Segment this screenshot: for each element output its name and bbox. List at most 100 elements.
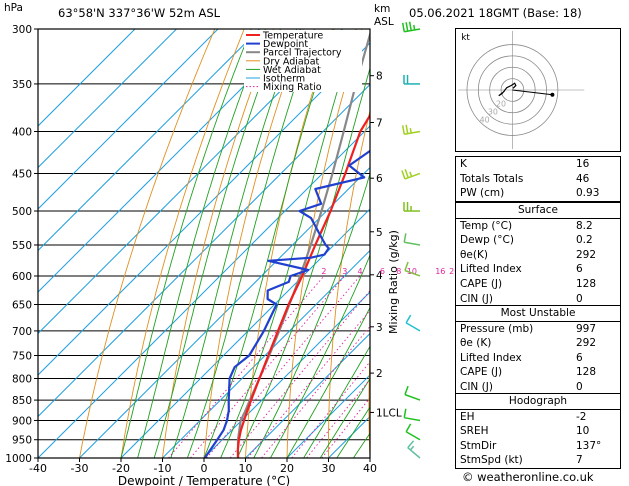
mixing-ratio-label: 3 — [342, 267, 347, 276]
wet-adiabat-line — [319, 377, 370, 458]
wind-barb — [403, 202, 420, 212]
temp-tick-label: 30 — [322, 462, 336, 475]
km-tick-label: 6 — [376, 173, 383, 185]
dewpoint-profile — [203, 149, 370, 458]
isotherm-line — [38, 29, 260, 252]
legend-box — [244, 30, 362, 92]
temp-tick-label: -40 — [29, 462, 47, 475]
hodograph-ring-label: 20 — [496, 99, 506, 108]
pressure-tick-label: 300 — [12, 24, 32, 36]
dry-adiabat-line — [120, 29, 245, 458]
wet-adiabat-line — [186, 29, 315, 458]
temp-tick-label: 20 — [280, 462, 294, 475]
pressure-tick-label: 600 — [12, 271, 32, 283]
mu-row-cape: CAPE (J) 128 — [460, 366, 597, 379]
storm-motion-vector — [512, 89, 553, 96]
temp-tick-label: 0 — [201, 462, 208, 475]
asl-axis-unit: ASL — [374, 16, 394, 28]
mixing-ratio-line — [168, 275, 325, 458]
mixing-ratio-line — [247, 309, 370, 458]
x-axis-label: Dewpoint / Temperature (°C) — [118, 474, 290, 486]
pressure-tick-label: 750 — [12, 350, 32, 362]
most-unstable-table: Most Unstable Pressure (mb) 997 θe (K) 292… — [455, 305, 621, 396]
wet-adiabat-line — [153, 29, 281, 458]
dry-adiabat-line — [328, 108, 370, 458]
dry-adiabat-line — [368, 344, 370, 458]
legend-parcel: Parcel Trajectory — [263, 48, 342, 59]
km-tick-label: 5 — [376, 227, 383, 239]
mixing-ratio-line — [229, 290, 370, 458]
hodograph-ring-label: 40 — [480, 116, 490, 125]
wind-barb — [407, 440, 421, 459]
surface-row-theta-e: θe(K) 292 — [460, 248, 597, 261]
temperature-profile — [236, 113, 370, 458]
wet-adiabat-line — [220, 29, 357, 458]
isotherm-line — [38, 42, 370, 376]
pressure-tick-label: 950 — [12, 435, 32, 447]
station-location: 63°58'N 337°36'W 52m ASL — [58, 6, 221, 20]
mixing-ratio-label: 8 — [396, 267, 401, 276]
index-row-pw: PW (cm) 0.93 — [460, 187, 600, 200]
isotherm-line — [286, 374, 370, 458]
hodograph-table-title: Hodograph — [456, 394, 620, 410]
mixing-ratio-label: 20 — [449, 267, 459, 276]
pressure-tick-label: 1000 — [5, 453, 32, 465]
mixing-ratio-label: 6 — [380, 267, 385, 276]
index-row-k: K 16 — [460, 158, 590, 170]
wind-barb — [405, 314, 421, 332]
legend-mixing-ratio: Mixing Ratio — [263, 82, 322, 93]
isotherm-line — [38, 29, 302, 293]
hodo-row-sreh: SREH 10 — [460, 425, 590, 438]
wind-barb — [403, 74, 420, 85]
mixing-ratio-label: 2 — [321, 267, 326, 276]
mu-row-pressure: Pressure (mb) 997 — [460, 322, 597, 335]
pressure-tick-label: 550 — [12, 240, 32, 252]
isotherm-line — [203, 291, 370, 458]
pressure-tick-label: 900 — [12, 415, 32, 427]
wet-adiabat-line — [270, 254, 370, 458]
copyright-footer: © weatheronline.co.uk — [462, 470, 594, 484]
surface-row-temp: Temp (°C) 8.2 — [460, 219, 593, 232]
pressure-tick-label: 500 — [12, 206, 32, 218]
mu-row-theta-e: θe (K) 292 — [460, 337, 597, 350]
isotherm-line — [38, 29, 343, 335]
hodograph-unit: kt — [461, 33, 470, 43]
mixing-ratio-line — [190, 275, 346, 458]
dry-adiabat-line — [162, 29, 275, 458]
isotherm-line — [38, 125, 370, 458]
hpa-axis-unit: hPa — [4, 2, 23, 14]
mu-row-cin: CIN (J) 0 — [460, 380, 583, 393]
temp-tick-label: 10 — [239, 462, 253, 475]
wind-barb — [405, 423, 421, 441]
hodo-row-stmdir: StmDir 137° — [460, 439, 602, 452]
index-row-totals-totals: Totals Totals 46 — [460, 172, 590, 185]
legend-dewpoint: Dewpoint — [263, 39, 308, 50]
isotherm-line — [162, 249, 370, 458]
pressure-tick-label: 800 — [12, 373, 32, 385]
mu-row-lifted-index: Lifted Index 6 — [460, 351, 583, 364]
isotherm-line — [38, 29, 219, 210]
wind-barb — [401, 169, 421, 180]
wind-barb — [403, 408, 421, 422]
wet-adiabat-line — [286, 306, 370, 458]
pressure-tick-label: 700 — [12, 326, 32, 338]
km-tick-label: 8 — [376, 71, 383, 83]
km-tick-label: 1LCL — [376, 407, 402, 419]
temp-tick-label: -20 — [112, 462, 130, 475]
wind-barb — [401, 21, 421, 33]
km-tick-label: 2 — [376, 368, 383, 380]
km-tick-label: 3 — [376, 322, 383, 334]
surface-title: Surface — [456, 203, 620, 219]
dry-adiabat-line — [79, 29, 216, 458]
isotherm-line — [38, 29, 177, 169]
wet-adiabat-line — [236, 66, 370, 458]
mixing-ratio-line — [206, 275, 361, 458]
dry-adiabat-line — [245, 29, 333, 458]
wind-barb — [401, 124, 421, 136]
hodo-row-stmspd: StmSpd (kt) 7 — [460, 454, 583, 467]
legend-temperature: Temperature — [262, 31, 323, 42]
sounding-datetime: 05.06.2021 18GMT (Base: 18) — [409, 6, 582, 20]
temp-tick-label: -30 — [71, 462, 89, 475]
dry-adiabat-line — [286, 29, 363, 458]
